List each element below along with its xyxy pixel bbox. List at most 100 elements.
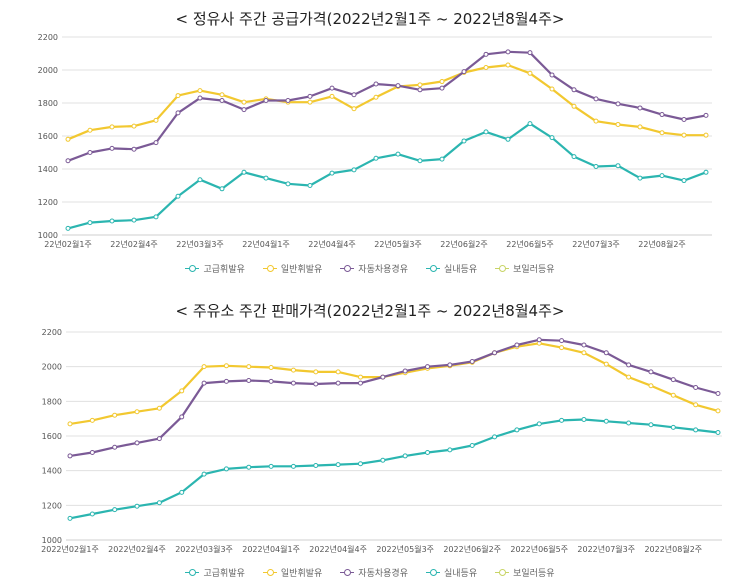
legend-swatch — [262, 265, 277, 272]
data-point — [290, 463, 296, 469]
data-point — [670, 424, 676, 430]
data-point — [514, 427, 520, 433]
data-point — [153, 140, 159, 146]
data-point — [351, 167, 357, 173]
y-tick-label: 1200 — [42, 501, 62, 510]
x-tick-label: 2022년08월2주 — [644, 544, 702, 554]
legend-label: 일반휘발유 — [280, 265, 323, 275]
data-point — [492, 434, 498, 440]
legend-item: 고급휘발유 — [185, 262, 245, 275]
data-point — [131, 146, 137, 152]
data-point — [527, 70, 533, 76]
data-point — [134, 440, 140, 446]
data-point — [593, 96, 599, 102]
data-point — [483, 129, 489, 135]
data-point — [626, 420, 632, 426]
data-point — [335, 462, 341, 468]
data-point — [402, 453, 408, 459]
data-point — [447, 447, 453, 453]
y-tick-label: 2200 — [38, 33, 58, 42]
data-point — [439, 156, 445, 162]
data-point — [67, 453, 73, 459]
data-point — [263, 98, 269, 104]
data-point — [603, 350, 609, 356]
data-point — [469, 443, 475, 449]
data-point — [201, 471, 207, 477]
data-point — [505, 136, 511, 142]
data-point — [197, 95, 203, 101]
retail-price-chart: < 주유소 주간 판매가격(2022년2월1주 ~ 2022년8월4주> 100… — [0, 292, 740, 583]
data-point — [626, 374, 632, 380]
legend-label: 일반휘발유 — [280, 569, 323, 579]
data-point — [246, 364, 252, 370]
data-point — [87, 150, 93, 155]
data-point — [197, 88, 203, 94]
data-point — [648, 383, 654, 389]
y-tick-label: 1000 — [42, 536, 62, 545]
y-tick-label: 2200 — [42, 328, 62, 337]
data-point — [615, 121, 621, 127]
legend-swatch — [340, 265, 355, 272]
data-point — [505, 49, 511, 55]
data-point — [65, 136, 71, 142]
data-point — [715, 391, 721, 397]
data-point — [637, 105, 643, 111]
data-point — [527, 121, 533, 127]
data-point — [219, 92, 225, 98]
data-point — [307, 183, 313, 188]
data-point — [648, 369, 654, 375]
data-point — [527, 50, 533, 56]
data-point — [223, 466, 229, 472]
data-point — [65, 158, 71, 164]
data-point — [201, 380, 207, 386]
data-point — [131, 123, 137, 129]
data-point — [439, 85, 445, 91]
chart-title: < 정유사 주간 공급가격(2022년2월1주 ~ 2022년8월4주> — [175, 10, 565, 28]
legend-label: 자동차용경유 — [358, 569, 408, 579]
series-line — [67, 50, 707, 162]
data-point — [246, 464, 252, 470]
y-tick-label: 1600 — [38, 132, 58, 141]
legend-item: 고급휘발유 — [185, 566, 245, 579]
legend-swatch — [495, 265, 510, 272]
data-point — [703, 132, 709, 138]
data-point — [670, 392, 676, 398]
x-tick-label: 2022년07월3주 — [577, 544, 635, 554]
data-point — [357, 461, 363, 467]
supply-price-chart: < 정유사 주간 공급가격(2022년2월1주 ~ 2022년8월4주> 100… — [0, 0, 740, 290]
data-point — [89, 417, 95, 423]
retail-price-plot: 1000 1200 1400 1600 1800 2000 2200 2022년02월1주 20… — [41, 328, 722, 554]
data-point — [89, 449, 95, 455]
supply-price-plot: 1000 1200 1400 1600 1800 2000 2200 22년02월1주 22년0… — [38, 33, 712, 249]
data-point — [693, 384, 699, 390]
data-point — [626, 362, 632, 368]
data-point — [175, 193, 181, 199]
data-point — [417, 87, 423, 93]
data-point — [559, 345, 565, 351]
data-point — [153, 117, 159, 123]
data-point — [89, 511, 95, 517]
y-tick-label: 1800 — [38, 99, 58, 108]
data-point — [67, 421, 73, 427]
data-point — [559, 417, 565, 423]
data-point — [395, 151, 401, 157]
data-point — [351, 92, 357, 98]
data-point — [659, 130, 665, 136]
y-tick-label: 1200 — [38, 198, 58, 207]
x-tick-label: 2022년04월1주 — [242, 544, 300, 554]
x-tick-label: 2022년02월4주 — [108, 544, 166, 554]
legend-swatch — [495, 569, 510, 576]
data-point — [109, 124, 115, 130]
data-point — [571, 103, 577, 109]
data-point — [241, 99, 247, 105]
data-point — [659, 173, 665, 179]
data-point — [285, 98, 291, 104]
x-tick-label: 22년04월1주 — [242, 239, 290, 249]
data-point — [469, 358, 475, 364]
x-tick-label: 2022년03월3주 — [175, 544, 233, 554]
data-point — [197, 177, 203, 183]
x-tick-label: 22년06월5주 — [506, 239, 554, 249]
data-point — [581, 342, 587, 348]
data-point — [536, 421, 542, 427]
legend-label: 보일러등유 — [513, 569, 555, 579]
